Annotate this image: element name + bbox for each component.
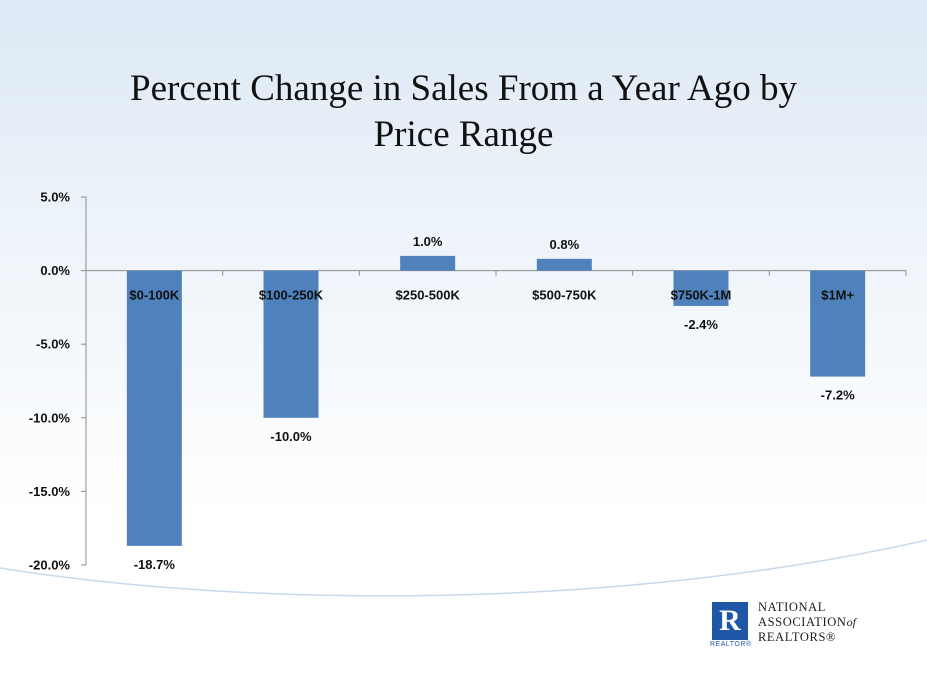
bar — [810, 270, 866, 377]
x-category-label: $250-500K — [396, 288, 461, 303]
logo-line-1: NATIONAL — [758, 600, 826, 614]
bar — [536, 258, 592, 271]
realtor-r-mark: R — [712, 602, 748, 640]
chart-axes: 5.0% 0.0% -5.0% -10.0% -15.0% -20.0% — [29, 190, 907, 573]
logo-line-2: ASSOCIATIONof — [758, 615, 856, 630]
data-label: 1.0% — [413, 234, 443, 249]
chart-labels: $0-100K -18.7% $100-250K -10.0% $250-500K 1.0… — [129, 234, 855, 572]
chart-title-line-1: Percent Change in Sales From a Year Ago … — [130, 68, 797, 109]
bar — [400, 255, 456, 271]
logo-line-2-of: of — [846, 615, 856, 629]
bar — [126, 270, 182, 546]
y-tick-label: 0.0% — [40, 263, 70, 278]
nar-logo: R REALTOR® NATIONAL ASSOCIATIONof REALTO… — [710, 598, 902, 654]
chart-title: Percent Change in Sales From a Year Ago … — [40, 66, 887, 158]
y-tick-label: -5.0% — [36, 337, 70, 352]
logo-line-3: REALTORS® — [758, 630, 837, 644]
decorative-swoosh — [0, 539, 927, 597]
data-label: 0.8% — [550, 237, 580, 252]
y-tick-label: -10.0% — [29, 410, 71, 425]
chart-title-line-2: Price Range — [373, 114, 554, 155]
y-tick-label: 5.0% — [40, 190, 70, 205]
x-category-label: $1M+ — [821, 288, 854, 303]
logo-wordmark: NATIONAL ASSOCIATIONof REALTORS® — [758, 600, 856, 645]
data-label: -2.4% — [684, 317, 718, 332]
realtor-r-letter: R — [719, 604, 741, 637]
chart-bars — [126, 255, 866, 546]
bar — [673, 270, 729, 306]
x-category-label: $750K-1M — [671, 288, 732, 303]
data-label: -18.7% — [134, 557, 176, 572]
y-tick-label: -15.0% — [29, 484, 71, 499]
x-category-label: $100-250K — [259, 288, 324, 303]
data-label: -7.2% — [821, 388, 855, 403]
bar — [263, 270, 319, 418]
x-category-label: $0-100K — [129, 288, 179, 303]
data-label: -10.0% — [270, 429, 312, 444]
x-category-label: $500-750K — [532, 288, 597, 303]
logo-line-2-main: ASSOCIATION — [758, 615, 847, 629]
realtor-mark-caption: REALTOR® — [710, 641, 752, 648]
y-tick-label: -20.0% — [29, 558, 71, 573]
